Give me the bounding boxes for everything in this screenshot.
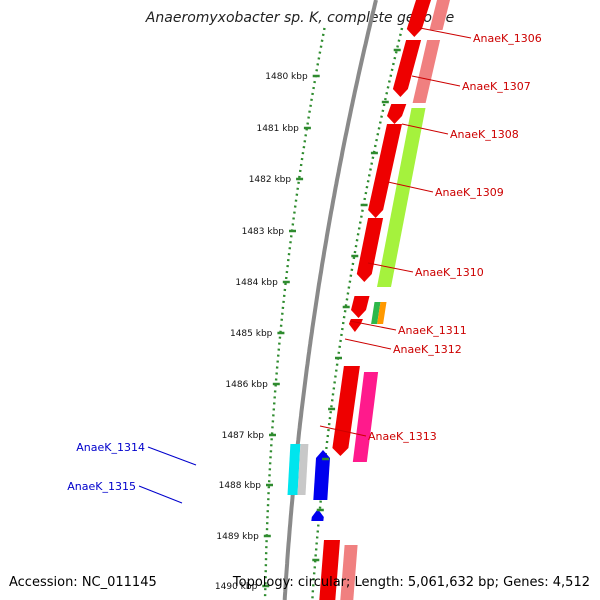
gene-block-green	[371, 302, 381, 324]
backbone-line	[282, 0, 378, 600]
gene-label-anaek-1315[interactable]: AnaeK_1315	[67, 480, 136, 493]
accession-text: Accession: NC_011145	[9, 575, 157, 590]
scale-tick-label: 1480 kbp	[265, 72, 308, 82]
gene-block-blue	[313, 450, 330, 500]
map-title: Anaeromyxobacter sp. K, complete genome	[145, 10, 455, 26]
gene-label-leader	[344, 338, 392, 350]
scale-tick-label: 1487 kbp	[222, 431, 265, 441]
scale-tick-label: 1489 kbp	[216, 532, 259, 542]
gene-label-anaek-1314[interactable]: AnaeK_1314	[76, 441, 145, 454]
gene-label-leader	[401, 123, 449, 135]
gene-label-anaek-1312[interactable]: AnaeK_1312	[393, 343, 462, 356]
gene-label-anaek-1310[interactable]: AnaeK_1310	[415, 266, 484, 279]
gene-label-leader	[147, 446, 197, 466]
scale-dotted-lane-inner	[311, 27, 404, 600]
scale-dotted-lane-outer	[263, 27, 326, 600]
scale-tick-label: 1481 kbp	[256, 124, 299, 134]
gene-label-anaek-1313[interactable]: AnaeK_1313	[368, 430, 437, 443]
gene-label-anaek-1307[interactable]: AnaeK_1307	[462, 80, 531, 93]
gene-label-leader	[387, 181, 434, 193]
gene-block-red	[387, 104, 407, 124]
gene-block-magenta	[352, 372, 379, 462]
gene-block-lightgray	[297, 444, 309, 495]
gene-block-red	[332, 366, 360, 456]
genome-summary-text: Topology: circular; Length: 5,061,632 bp…	[232, 575, 590, 590]
scale-tick-label: 1482 kbp	[249, 175, 292, 185]
scale-tick-label: 1483 kbp	[242, 227, 285, 237]
gene-label-anaek-1311[interactable]: AnaeK_1311	[398, 324, 467, 337]
scale-tick-label: 1490 kbp	[215, 582, 258, 592]
gene-block-red	[406, 0, 431, 37]
gene-block-lime	[377, 108, 426, 287]
gene-label-leader	[419, 27, 472, 39]
scale-tick-label: 1484 kbp	[235, 278, 278, 288]
gene-block-red	[368, 124, 402, 218]
gene-block-pink	[412, 40, 441, 103]
gene-label-anaek-1308[interactable]: AnaeK_1308	[450, 128, 519, 141]
gene-label-leader	[319, 425, 367, 437]
scale-tick-label: 1486 kbp	[225, 380, 268, 390]
gene-label-leader	[411, 75, 461, 87]
gene-block-cyan	[287, 444, 301, 495]
gene-label-anaek-1306[interactable]: AnaeK_1306	[473, 32, 542, 45]
gene-label-leader	[138, 485, 183, 504]
gene-label-leader	[367, 262, 414, 273]
gene-block-blue	[311, 509, 324, 521]
gene-block-red	[348, 319, 363, 332]
gene-block-red	[319, 540, 340, 600]
gene-label-leader	[349, 320, 397, 331]
gene-block-red	[351, 296, 370, 318]
gene-block-orange	[377, 302, 387, 324]
scale-tick-label: 1485 kbp	[230, 329, 273, 339]
gene-block-pink	[340, 545, 358, 600]
scale-tick-label: 1488 kbp	[219, 481, 262, 491]
gene-label-anaek-1309[interactable]: AnaeK_1309	[435, 186, 504, 199]
gene-block-pink	[429, 0, 450, 30]
gene-block-red	[392, 40, 422, 97]
gene-block-red	[356, 218, 384, 282]
